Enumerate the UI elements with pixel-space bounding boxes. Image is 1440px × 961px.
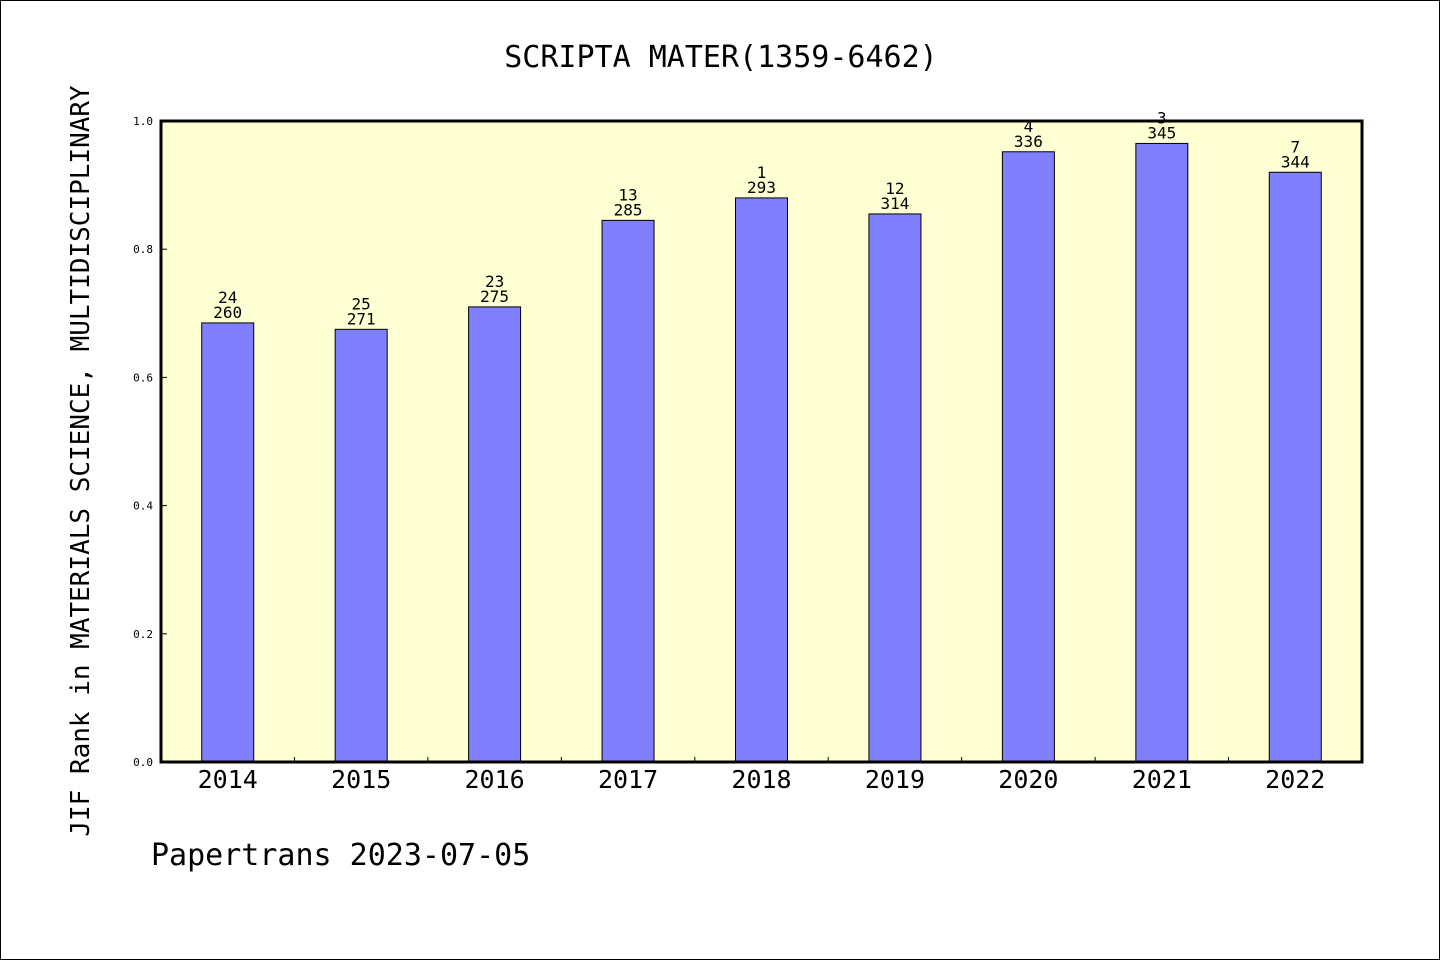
- bar-2015: [334, 328, 388, 763]
- bar-2017: [601, 219, 655, 763]
- bar-total-label-2018: 293: [747, 178, 776, 197]
- chart-title: SCRIPTA MATER(1359-6462): [504, 40, 937, 75]
- y-tick-label-1.0: 1.0: [133, 115, 153, 128]
- bar-total-label-2014: 260: [213, 303, 242, 322]
- bar-total-label-2021: 345: [1147, 123, 1176, 142]
- ticks-layer: 2014 2015 2016 2017 2018 2019 2020 2021 2022 0.0 0…: [133, 115, 1325, 794]
- x-tick-label-2014: 2014: [198, 765, 258, 794]
- bar-rank-label-2018: 1: [757, 163, 767, 182]
- bar-2020: [1001, 151, 1055, 763]
- bar-rank-label-2021: 3: [1157, 108, 1167, 127]
- y-tick-label-0.8: 0.8: [133, 243, 153, 256]
- x-tick-label-2015: 2015: [331, 765, 391, 794]
- bar-2014: [201, 322, 255, 763]
- x-tick-label-2018: 2018: [731, 765, 791, 794]
- bar-total-label-2022: 344: [1281, 152, 1310, 171]
- bar-total-label-2015: 271: [347, 309, 376, 328]
- bar-rank-label-2014: 24: [218, 288, 237, 307]
- y-tick-label-0.4: 0.4: [133, 500, 153, 513]
- bar-2016: [468, 306, 522, 763]
- x-tick-label-2016: 2016: [465, 765, 525, 794]
- x-tick-label-2017: 2017: [598, 765, 658, 794]
- plot-border: [159, 119, 1364, 764]
- x-tick-label-2020: 2020: [998, 765, 1058, 794]
- bar-total-label-2016: 275: [480, 287, 509, 306]
- bar-total-label-2017: 285: [614, 200, 643, 219]
- bar-2022: [1268, 171, 1322, 763]
- x-tick-label-2019: 2019: [865, 765, 925, 794]
- bar-2018: [735, 197, 788, 763]
- bar-rank-label-2020: 4: [1024, 117, 1034, 136]
- x-tick-label-2021: 2021: [1132, 765, 1192, 794]
- bar-rank-label-2017: 13: [618, 185, 637, 204]
- bar-2019: [868, 213, 922, 763]
- bar-2021: [1135, 142, 1189, 763]
- bar-total-label-2020: 336: [1014, 132, 1043, 151]
- footer-text: Papertrans 2023-07-05: [151, 838, 530, 873]
- y-tick-label-0.6: 0.6: [133, 371, 153, 384]
- y-tick-label-0.2: 0.2: [133, 628, 153, 641]
- y-tick-label-0.0: 0.0: [133, 756, 153, 769]
- bar-rank-label-2016: 23: [485, 272, 504, 291]
- x-tick-label-2022: 2022: [1265, 765, 1325, 794]
- y-axis-label: JIF Rank in MATERIALS SCIENCE, MULTIDISC…: [66, 85, 96, 837]
- bar-rank-label-2015: 25: [352, 294, 371, 313]
- bar-total-label-2019: 314: [880, 194, 909, 213]
- bar-rank-label-2019: 12: [885, 179, 904, 198]
- bar-rank-label-2022: 7: [1290, 137, 1300, 156]
